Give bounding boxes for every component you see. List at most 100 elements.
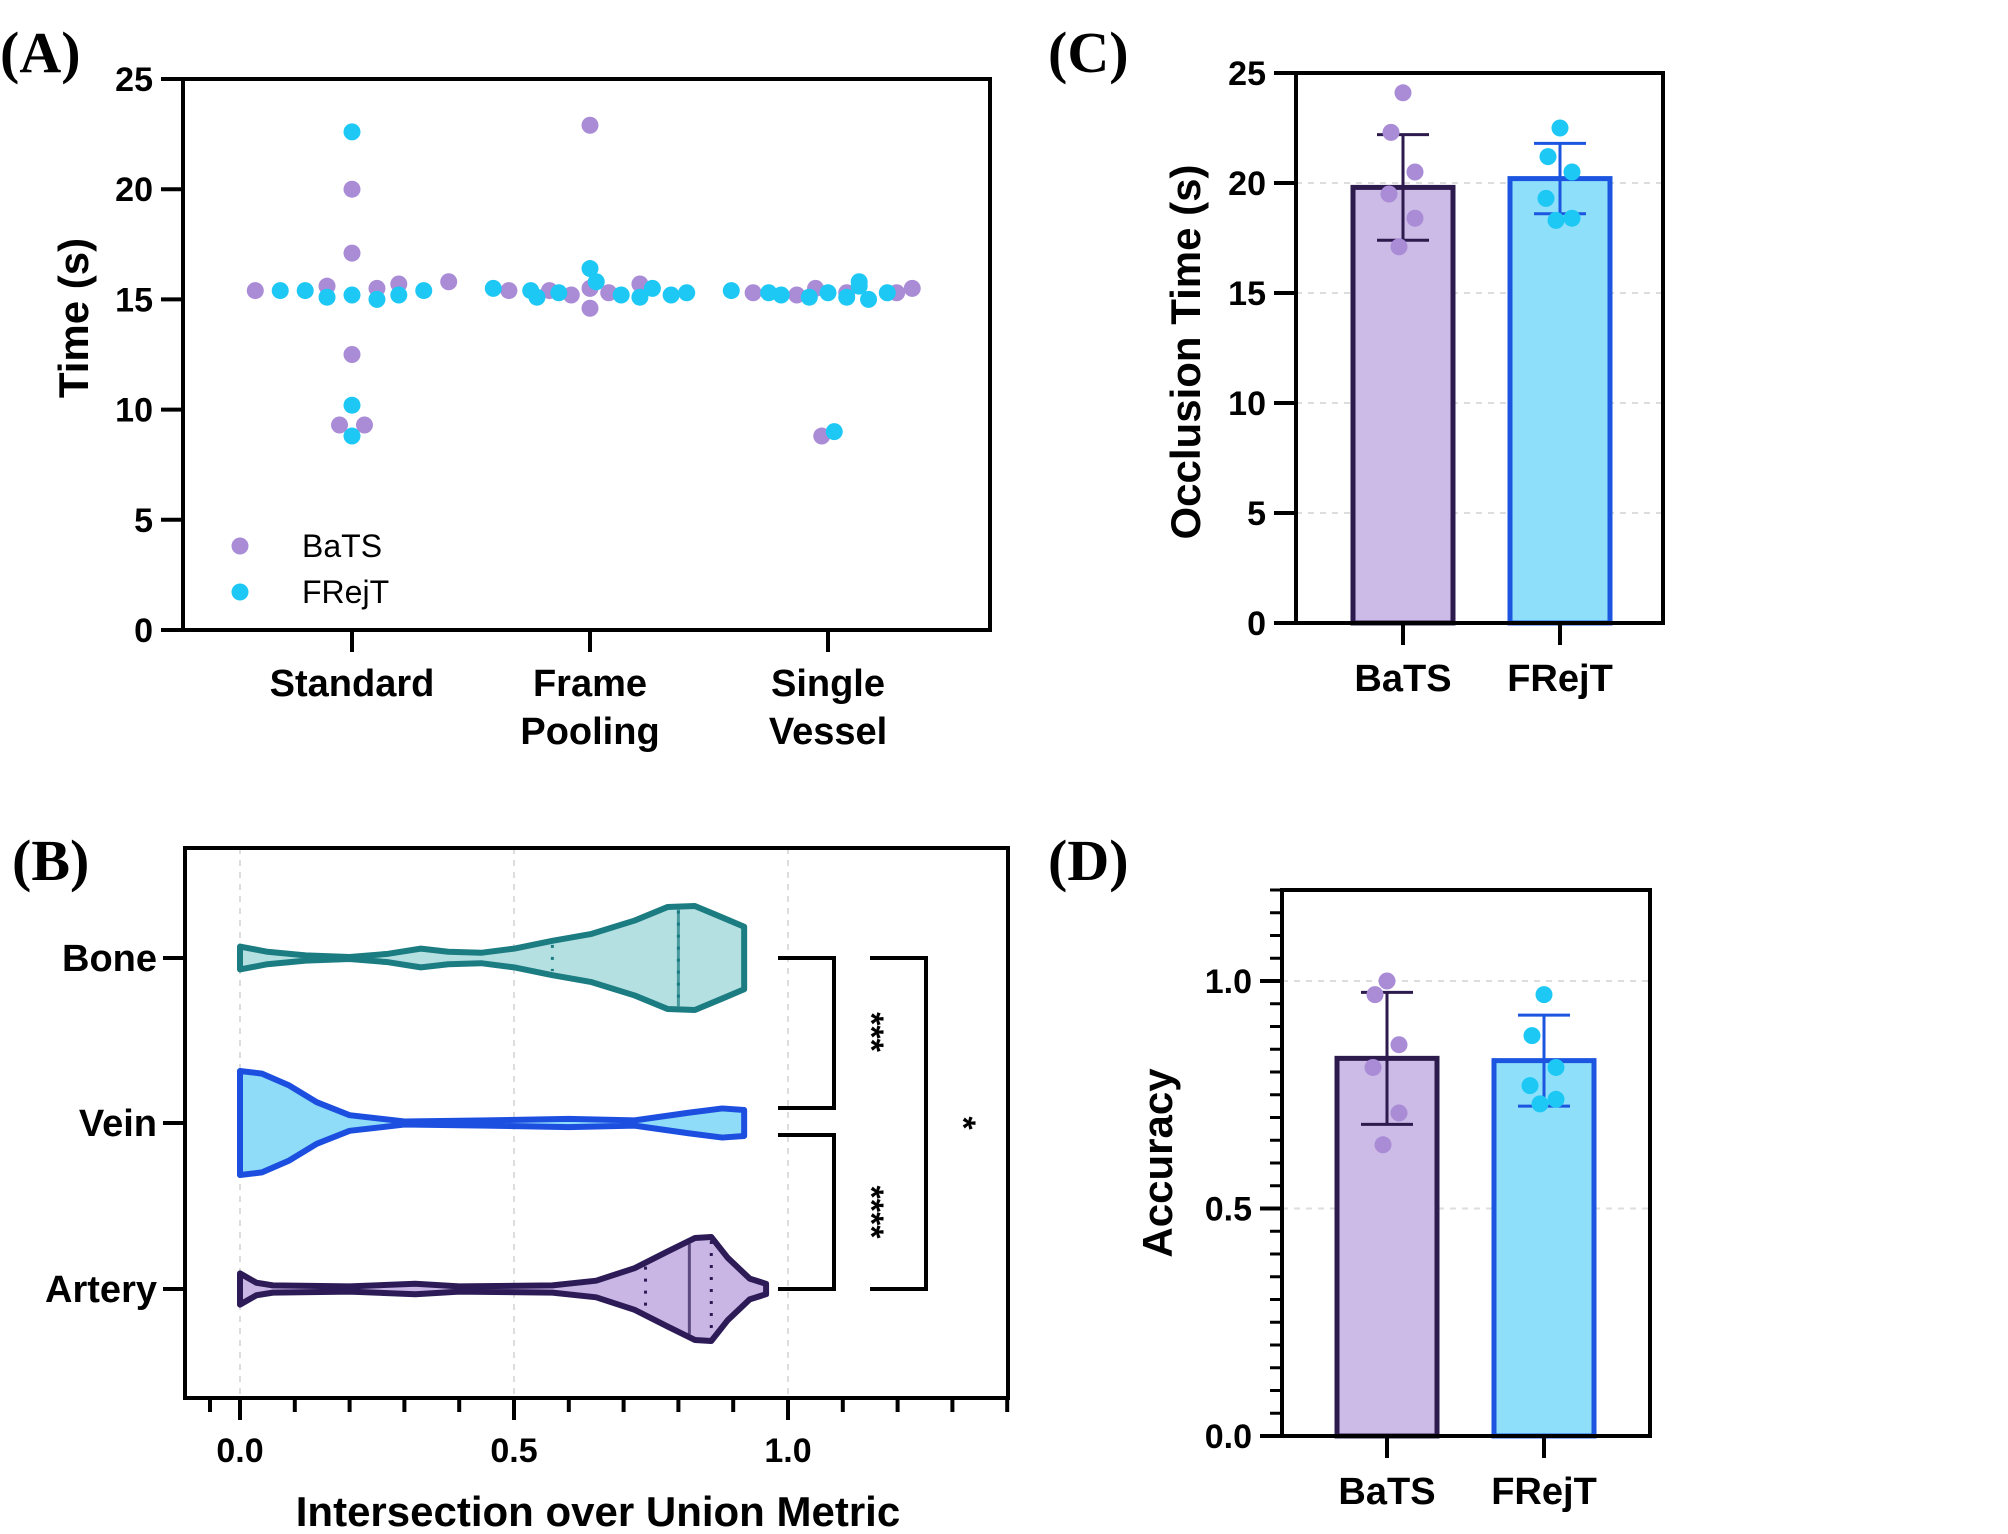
panel-b-xlabel: Intersection over Union Metric [296,1488,900,1534]
panel-a-point-frejt [368,290,386,308]
panel-a-point-bats [343,180,361,198]
panel-a-point-frejt [772,286,790,304]
panel-c-bar-frejt [1507,176,1613,626]
panel-a-point-frejt [825,423,843,441]
panel-d-point-frejt [1523,1027,1541,1045]
panel-a-point-frejt [343,286,361,304]
panel-c-point-frejt [1537,189,1555,207]
panel-c-point-frejt [1551,119,1569,137]
panel-d-ylabel: Accuracy [1134,1068,1181,1258]
panel-a-category-label: Standard [270,663,435,705]
panel-c-ytick-label: 5 [1247,495,1266,533]
panel-a-point-bats [744,284,762,302]
panel-a-point-frejt [662,286,680,304]
panel-a-point-frejt [271,282,289,300]
panel-d-point-bats [1366,986,1384,1004]
panel-a-category-label: Vessel [769,711,887,753]
panel-a-legend-marker [231,583,249,601]
panel-b-bracket-vein-artery [778,1133,836,1291]
panel-d-category-label: BaTS [1338,1471,1435,1513]
panel-b-significance-label: **** [852,1186,890,1240]
panel-d-bar: (D) Accuracy BaTS FRejT 0.0 0.5 1.0 [1048,828,1652,1513]
panel-c-ytick-label: 25 [1228,55,1266,93]
panel-c-label: (C) [1048,20,1129,85]
panel-a-point-frejt [722,282,740,300]
panel-c-point-frejt [1563,163,1581,181]
panel-b-significance-label: *** [852,1012,890,1052]
panel-a-point-frejt [838,288,856,306]
panel-a-ytick-label: 10 [115,392,153,430]
panel-b-significance-label: * [944,1116,982,1130]
panel-d-ytick-label: 1.0 [1205,963,1252,1001]
panel-a-ylabel: Time (s) [50,238,97,398]
panel-b-violin-artery [237,1234,770,1344]
panel-b-violin-vein [237,1068,748,1178]
panel-c-bar-bats [1350,184,1456,626]
panel-d-ytick-label: 0.5 [1205,1191,1252,1229]
panel-a-point-bats [331,416,349,434]
panel-a-point-bats [246,282,264,300]
panel-c-point-bats [1380,185,1398,203]
panel-a-point-frejt [631,288,649,306]
panel-b-xtick-label: 0.5 [490,1432,537,1470]
panel-d-label: (D) [1048,828,1129,893]
panel-d-point-frejt [1521,1077,1539,1095]
panel-c-point-bats [1406,163,1424,181]
panel-a-point-frejt [343,123,361,141]
panel-a-point-frejt [581,260,599,278]
panel-a-ytick-label: 0 [134,612,153,650]
panel-a-legend-marker [231,537,249,555]
panel-c-ylabel: Occlusion Time (s) [1162,165,1209,540]
panel-a-point-frejt [343,396,361,414]
panel-a-point-frejt [800,288,818,306]
panel-b-xtick-label: 1.0 [764,1432,811,1470]
panel-b-category-label: Bone [62,938,157,980]
panel-c-ytick-label: 0 [1247,605,1266,643]
panel-d-point-frejt [1535,986,1553,1004]
panel-b-violin-bone [237,903,748,1013]
panel-c-ytick-label: 15 [1228,275,1266,313]
panel-a-point-frejt [528,288,546,306]
panel-a-point-frejt [343,427,361,445]
panel-a-point-frejt [819,284,837,302]
panel-a-point-frejt [587,273,605,291]
panel-a-ytick-label: 5 [134,502,153,540]
panel-a-point-frejt [612,286,630,304]
panel-b-category-label: Artery [45,1269,157,1311]
panel-c-bar: (C) Occlusion Time (s) BaTS FRejT 0 5 10 15 20… [1048,20,1665,700]
panel-a-category-label: Single [771,663,885,705]
panel-d-bar-frejt [1491,1058,1597,1439]
panel-a-point-bats [581,299,599,317]
panel-a-point-bats [343,244,361,262]
panel-c-ytick-label: 10 [1228,385,1266,423]
panel-a-frame [181,77,992,632]
panel-a-point-frejt [484,279,502,297]
panel-a-point-frejt [415,282,433,300]
panel-c-point-bats [1406,209,1424,227]
panel-a-point-frejt [878,284,896,302]
panel-a-category-label: Pooling [520,711,659,753]
panel-c-point-frejt [1547,211,1565,229]
panel-a-category-label: Frame [533,663,647,705]
panel-a-ytick-label: 15 [115,281,153,319]
panel-a-point-frejt [860,290,878,308]
panel-c-point-bats [1390,238,1408,256]
panel-a-point-frejt [390,286,408,304]
panel-a-point-bats [500,282,518,300]
panel-a-point-frejt [643,279,661,297]
panel-d-point-bats [1390,1036,1408,1054]
panel-a-point-bats [903,279,921,297]
panel-c-point-frejt [1539,148,1557,166]
panel-d-ytick-label: 0.0 [1205,1418,1252,1456]
panel-a-point-bats [440,273,458,291]
panel-a-point-frejt [678,284,696,302]
panel-a-legend-label: BaTS [302,528,382,564]
panel-d-point-frejt [1547,1090,1565,1108]
panel-a-point-bats [581,116,599,134]
panel-c-point-bats [1382,123,1400,141]
panel-a-label: (A) [0,20,81,85]
panel-c-point-frejt [1563,209,1581,227]
panel-d-point-frejt [1547,1058,1565,1076]
panel-b-violin: (B) Intersection over Union Metric 0.0 0.… [12,828,1010,1534]
